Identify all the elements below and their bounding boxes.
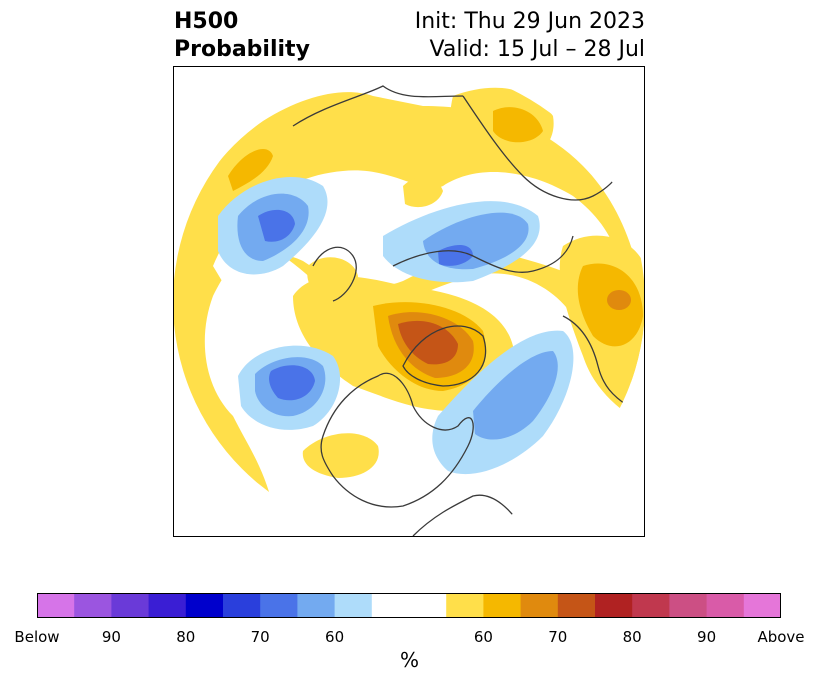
below-70-northwest [258,209,295,242]
below-65-atlantic [473,351,558,440]
colorbar-cell [595,593,633,618]
colorbar-cell [483,593,522,618]
above-70-east [607,290,631,310]
colorbar-cell [446,593,484,618]
colorbar-cell [37,593,75,618]
colorbar-tick-label: 70 [250,628,270,646]
above-60-siberia [403,176,443,208]
colorbar-cell [409,593,447,618]
colorbar [37,593,781,618]
colorbar-tick-label: 60 [473,628,493,646]
colorbar-tick-labels: Below 90 80 70 60 60 70 80 90 Above [0,628,819,648]
colorbar-cell [74,593,112,618]
above-75-center [398,320,458,365]
title-field: H500 [174,9,239,34]
above-65-northwest [228,148,273,191]
colorbar-tick-label: 80 [176,628,196,646]
above-60-alaska [307,257,358,303]
colorbar-cell [706,593,745,618]
colorbar-cell [260,593,298,618]
below-70-pacific [269,365,315,401]
colorbar-cell [632,593,670,618]
valid-range: Valid: 15 Jul – 28 Jul [429,37,645,62]
colorbar-cell [148,593,187,618]
colorbar-cell [520,593,559,618]
colorbar-tick-label: Below [14,628,60,646]
init-date: Init: Thu 29 Jun 2023 [414,9,645,34]
colorbar-cell [111,593,150,618]
above-65-top [493,107,543,143]
colorbar-tick-label: 90 [697,628,717,646]
colorbar-tick-label: Above [757,628,805,646]
colorbar-tick-label: 80 [622,628,642,646]
colorbar-cell [185,593,224,618]
title-metric: Probability [174,37,310,62]
colorbar-cell [297,593,336,618]
map-title-left: H500 Probability [174,8,310,64]
probability-map [173,66,645,537]
colorbar-cell [371,593,410,618]
map-title-right: Init: Thu 29 Jun 2023 Valid: 15 Jul – 28… [415,8,645,64]
map-border [173,66,645,537]
colorbar-tick-label: 70 [548,628,568,646]
colorbar-unit: % [399,648,419,672]
colorbar-cell [669,593,708,618]
colorbar-tick-label: 90 [101,628,121,646]
colorbar-cell [334,593,373,618]
map-disk [173,66,645,537]
colorbar-cell [223,593,261,618]
colorbar-cell [743,593,781,618]
colorbar-cell [557,593,596,618]
colorbar-tick-label: 60 [325,628,345,646]
